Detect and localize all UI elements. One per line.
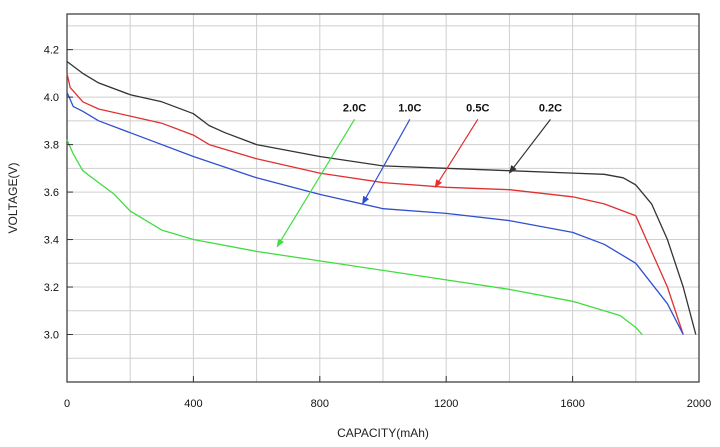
x-tick-label: 1600 [560, 398, 584, 410]
series-arrow-1.0C [361, 119, 411, 205]
x-tick-label: 800 [311, 398, 329, 410]
series-line-2.0C [66, 139, 643, 335]
x-tick-label: 2000 [687, 398, 711, 410]
series-label-0.5C: 0.5C [466, 102, 489, 114]
series-line-0.5C [66, 73, 684, 335]
series-annotations: 0.2C 0.5C 1.0C 2.0C [276, 102, 562, 248]
y-tick-label: 3.8 [44, 140, 59, 152]
plot-frame [66, 13, 700, 383]
series-arrow-2.0C [276, 119, 356, 248]
series-arrow-0.2C [508, 118, 551, 174]
y-tick-label: 3.0 [44, 330, 59, 342]
series-lines [66, 60, 697, 335]
y-tick-label: 3.2 [44, 282, 59, 294]
series-label-1.0C: 1.0C [398, 102, 421, 114]
x-tick-label: 1200 [434, 398, 458, 410]
y-axis-ticks: 3.0 3.2 3.4 3.6 3.8 4.0 4.2 [44, 45, 73, 342]
series-label-2.0C: 2.0C [343, 102, 366, 114]
x-axis-label: CAPACITY(mAh) [337, 426, 429, 440]
x-tick-label: 0 [64, 398, 70, 410]
y-tick-label: 4.2 [44, 45, 59, 57]
x-axis-ticks: 0 400 800 1200 1600 2000 [64, 376, 711, 410]
y-tick-label: 3.6 [44, 187, 59, 199]
series-line-1.0C [66, 92, 684, 335]
y-axis-label: VOLTAGE(V) [6, 163, 20, 234]
x-tick-label: 400 [184, 398, 202, 410]
y-tick-label: 4.0 [44, 92, 59, 104]
series-label-0.2C: 0.2C [539, 102, 562, 114]
grid [67, 14, 699, 382]
series-line-0.2C [66, 60, 697, 335]
y-tick-label: 3.4 [44, 235, 59, 247]
series-arrow-0.5C [434, 119, 479, 189]
